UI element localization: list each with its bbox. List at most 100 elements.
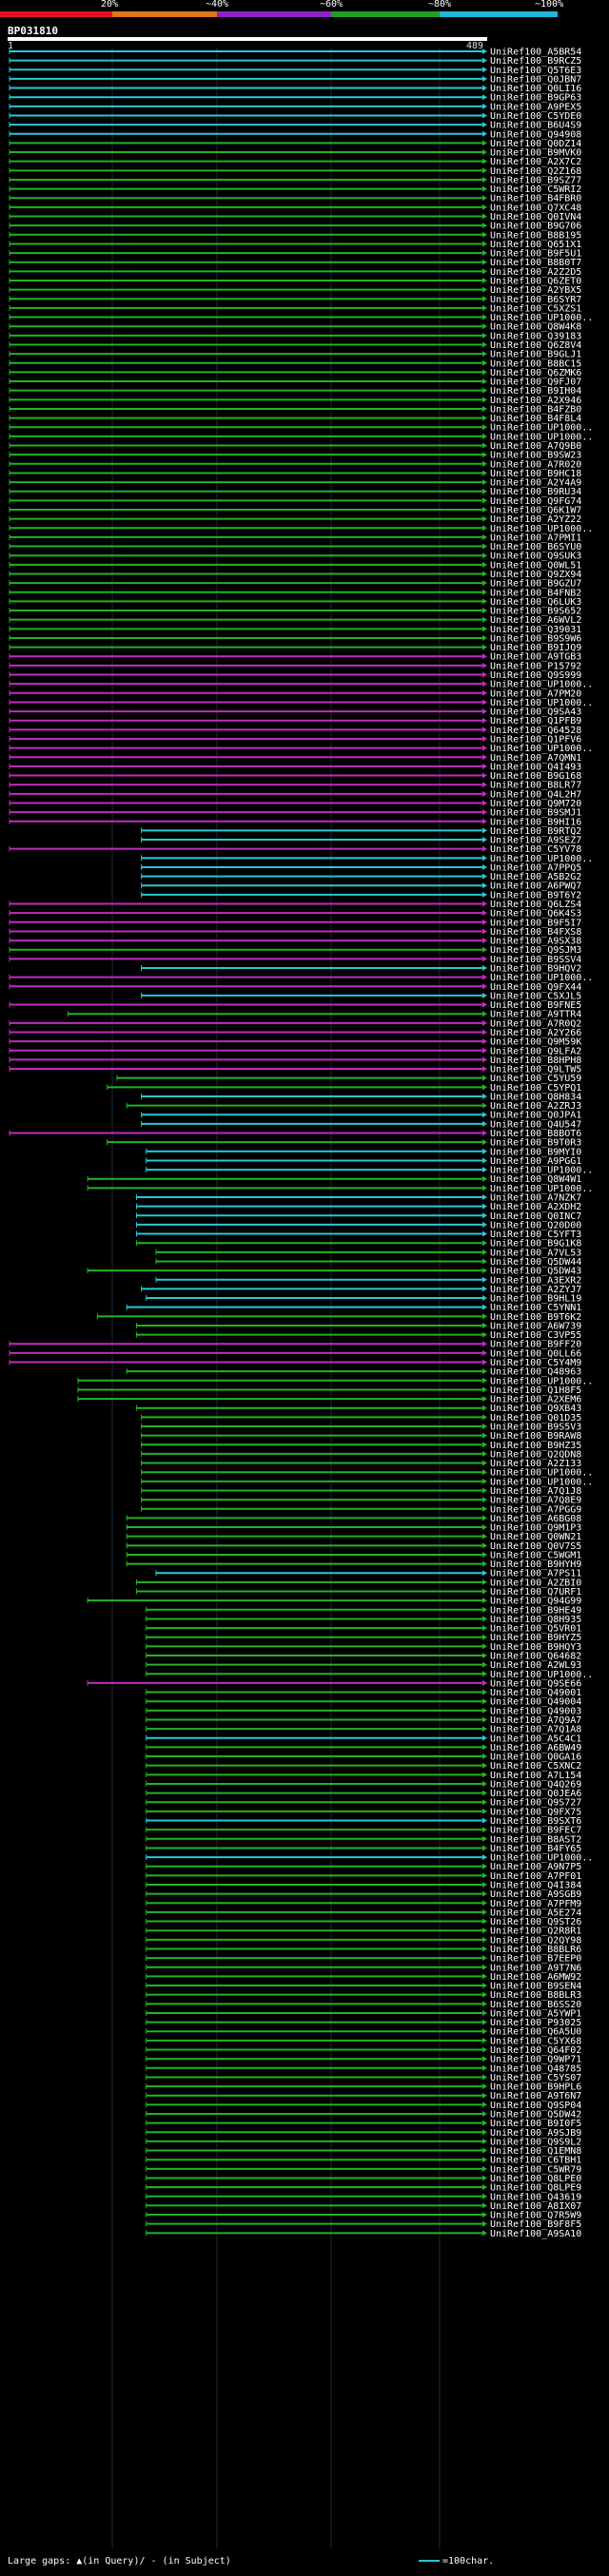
hit-row[interactable]: UniRef100_A8IX07 [146,2201,582,2212]
hit-row[interactable]: UniRef100_B9HQY3 [146,1642,582,1653]
hit-row[interactable]: UniRef100_C5WRI2 [9,184,581,195]
hit-row[interactable]: UniRef100_Q7XC48 [9,203,581,213]
hit-row[interactable]: UniRef100_Q5T6E3 [9,66,581,76]
hit-row[interactable]: UniRef100_A2Z2D5 [9,267,581,278]
hit-row[interactable]: UniRef100_B8B0T7 [9,258,581,268]
hit-row[interactable]: UniRef100_Q0JBN7 [9,74,581,85]
hit-row[interactable]: UniRef100_Q5DW43 [87,1267,581,1277]
hit-row[interactable]: UniRef100_B9T6K2 [96,1312,581,1323]
hit-row[interactable]: UniRef100_Q49001 [146,1688,582,1698]
hit-row[interactable]: UniRef100_UP1000.. [141,854,594,864]
hit-row[interactable]: UniRef100_Q0GA16 [146,1753,582,1763]
hit-row[interactable]: UniRef100_Q5DW42 [146,2110,582,2121]
hit-row[interactable]: UniRef100_A7PGG9 [141,1504,582,1515]
hit-row[interactable]: UniRef100_Q94908 [9,129,581,140]
hit-row[interactable]: UniRef100_B9HYZ5 [146,1633,582,1643]
hit-row[interactable]: UniRef100_B9HYH9 [126,1559,581,1570]
hit-row[interactable]: UniRef100_B9RCZ5 [9,56,581,67]
hit-row[interactable]: UniRef100_A2WL93 [146,1660,582,1671]
hit-row[interactable]: UniRef100_A9PGG1 [146,1156,582,1167]
hit-row[interactable]: UniRef100_C5YS07 [146,2073,582,2083]
hit-row[interactable]: UniRef100_A9TGB3 [9,652,581,663]
hit-row[interactable]: UniRef100_Q20D00 [135,1220,581,1230]
hit-row[interactable]: UniRef100_A9T7N6 [146,1963,582,1973]
hit-row[interactable]: UniRef100_Q2Z168 [9,166,581,177]
hit-row[interactable]: UniRef100_Q48785 [146,2063,582,2074]
hit-row[interactable]: UniRef100_Q9S9L2 [146,2137,582,2147]
hit-row[interactable]: UniRef100_Q39031 [9,625,581,635]
hit-row[interactable]: UniRef100_Q0LL66 [9,1348,581,1359]
hit-row[interactable]: UniRef100_B9GLJ1 [9,350,581,360]
hit-row[interactable]: UniRef100_B9IH04 [9,386,581,397]
hit-row[interactable]: UniRef100_Q1PFV6 [9,735,581,746]
hit-row[interactable]: UniRef100_B9SW23 [9,451,581,461]
hit-row[interactable]: UniRef100_Q6K4S3 [9,909,581,920]
hit-row[interactable]: UniRef100_Q39183 [9,331,581,341]
hit-row[interactable]: UniRef100_B8B195 [9,230,581,241]
hit-row[interactable]: UniRef100_B9HE49 [146,1605,582,1616]
hit-row[interactable]: UniRef100_Q0JEA6 [146,1789,582,1799]
hit-row[interactable]: UniRef100_B4FY65 [146,1844,582,1854]
hit-row[interactable]: UniRef100_A9SGB9 [146,1889,582,1900]
hit-row[interactable]: UniRef100_Q2R8R1 [146,1927,582,1937]
hit-row[interactable]: UniRef100_B9RAW8 [141,1431,582,1442]
hit-row[interactable]: UniRef100_B9I0F5 [146,2119,582,2129]
hit-row[interactable]: UniRef100_Q0IVN4 [9,212,581,223]
hit-row[interactable]: UniRef100_A2YZ22 [9,514,581,525]
hit-row[interactable]: UniRef100_Q9LFA2 [9,1046,581,1056]
hit-row[interactable]: UniRef100_A6WVL2 [9,615,581,626]
hit-row[interactable]: UniRef100_B9S9W6 [9,633,581,644]
hit-row[interactable]: UniRef100_Q9S727 [146,1798,582,1809]
hit-row[interactable]: UniRef100_A7PPQ5 [141,862,582,873]
hit-row[interactable]: UniRef100_B9MYI0 [146,1147,582,1157]
hit-row[interactable]: UniRef100_Q4U547 [141,1119,582,1130]
hit-row[interactable]: UniRef100_A5BR54 [9,48,581,58]
hit-row[interactable]: UniRef100_B9S652 [9,607,581,617]
hit-row[interactable]: UniRef100_UP1000.. [9,313,593,323]
hit-row[interactable]: UniRef100_Q9ST26 [146,1917,582,1927]
hit-row[interactable]: UniRef100_B9F5I7 [9,918,581,928]
hit-row[interactable]: UniRef100_A7R0Q2 [9,1018,581,1029]
hit-row[interactable]: UniRef100_B8BC15 [9,358,581,369]
hit-row[interactable]: UniRef100_Q7R5W9 [146,2211,582,2221]
hit-row[interactable]: UniRef100_C6TBH1 [146,2156,582,2166]
hit-row[interactable]: UniRef100_Q6LZS4 [9,900,581,910]
hit-row[interactable]: UniRef100_A2ZYJ7 [141,1285,582,1295]
hit-row[interactable]: UniRef100_Q64528 [9,726,581,736]
hit-row[interactable]: UniRef100_A5C4C1 [146,1733,582,1744]
hit-row[interactable]: UniRef100_A7Q9A7 [146,1715,582,1726]
hit-row[interactable]: UniRef100_A9SA10 [146,2229,582,2239]
hit-row[interactable]: UniRef100_B9FF20 [9,1340,581,1350]
hit-row[interactable]: UniRef100_Q5DW44 [155,1257,581,1268]
hit-row[interactable]: UniRef100_B4FXS8 [9,927,581,938]
hit-row[interactable]: UniRef100_A7Q8E9 [141,1496,582,1506]
hit-row[interactable]: UniRef100_A2Y266 [9,1028,581,1038]
hit-row[interactable]: UniRef100_C3VP55 [135,1330,581,1341]
hit-row[interactable]: UniRef100_Q9SJM3 [9,945,581,956]
hit-row[interactable]: UniRef100_Q2QDN8 [141,1449,582,1460]
hit-row[interactable]: UniRef100_B9G706 [9,222,581,232]
hit-row[interactable]: UniRef100_Q1EMN8 [146,2146,582,2157]
hit-row[interactable]: UniRef100_A7Q1J8 [141,1486,582,1497]
hit-row[interactable]: UniRef100_C5YX68 [146,2036,582,2046]
hit-row[interactable]: UniRef100_C5WR79 [146,2164,582,2175]
hit-row[interactable]: UniRef100_UP1000.. [9,432,593,442]
hit-row[interactable]: UniRef100_A2YBX5 [9,285,581,296]
hit-row[interactable]: UniRef100_A7NZK7 [135,1193,581,1204]
hit-row[interactable]: UniRef100_A7R020 [9,459,581,470]
hit-row[interactable]: UniRef100_B8BLR3 [146,1990,582,2001]
hit-row[interactable]: UniRef100_B9G168 [9,771,581,782]
hit-row[interactable]: UniRef100_A7PFM9 [146,1899,582,1909]
hit-row[interactable]: UniRef100_UP1000.. [9,524,593,534]
hit-row[interactable]: UniRef100_C5WGM1 [126,1550,581,1560]
hit-row[interactable]: UniRef100_A6PWQ7 [141,881,582,892]
hit-row[interactable]: UniRef100_A9SEZ7 [141,836,582,846]
hit-row[interactable]: UniRef100_Q0WL51 [9,560,581,571]
hit-row[interactable]: UniRef100_Q6ZMK6 [9,368,581,378]
hit-row[interactable]: UniRef100_Q9FX44 [9,982,581,993]
hit-row[interactable]: UniRef100_P93025 [146,2018,582,2028]
hit-row[interactable]: UniRef100_A2ZBI0 [135,1578,581,1588]
hit-row[interactable]: UniRef100_A9PEX5 [9,102,581,112]
hit-row[interactable]: UniRef100_A9N7P5 [146,1862,582,1872]
hit-row[interactable]: UniRef100_B9SZ77 [9,175,581,185]
